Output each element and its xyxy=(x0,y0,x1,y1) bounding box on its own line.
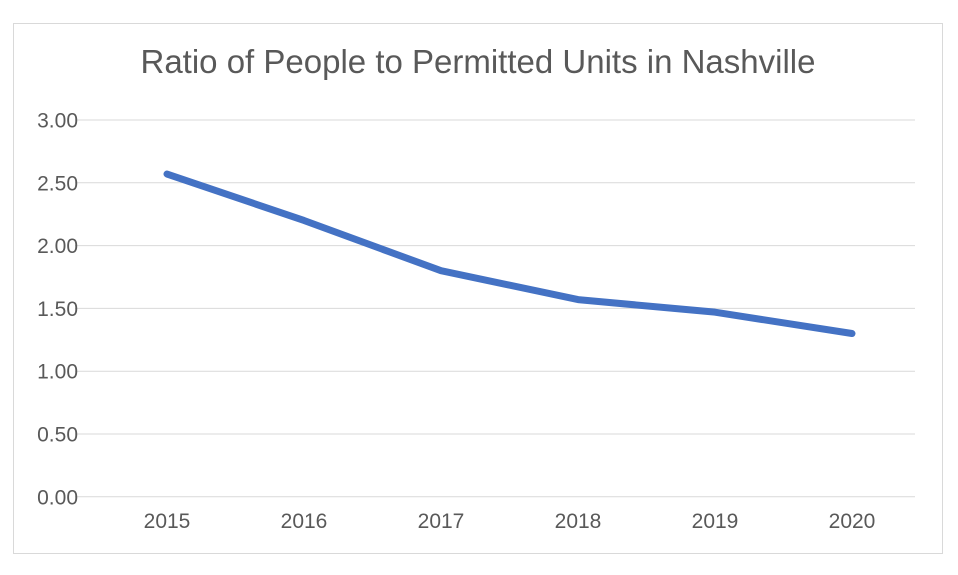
line-chart-plot-area: 3.00 2.50 2.00 1.50 1.00 0.50 0.00 2015 2016 2017… xyxy=(37,110,915,533)
y-axis-tick-label: 1.00 xyxy=(37,361,78,384)
y-axis-tick-label: 0.50 xyxy=(37,424,78,447)
y-axis-tick-label: 2.00 xyxy=(37,235,78,258)
x-axis-tick-label: 2020 xyxy=(829,510,876,533)
x-axis-tick-label: 2019 xyxy=(692,510,739,533)
chart-frame: Ratio of People to Permitted Units in Na… xyxy=(13,23,943,554)
y-axis-tick-label: 3.00 xyxy=(37,110,78,133)
y-axis-tick-label: 2.50 xyxy=(37,172,78,195)
ratio-data-line xyxy=(163,170,856,338)
chart-title: Ratio of People to Permitted Units in Na… xyxy=(140,43,816,80)
y-axis-tick-label: 0.00 xyxy=(37,486,78,509)
x-axis-tick-label: 2016 xyxy=(281,510,328,533)
x-axis-tick-label: 2015 xyxy=(144,510,191,533)
y-axis-tick-label: 1.50 xyxy=(37,298,78,321)
x-axis-tick-label: 2018 xyxy=(555,510,602,533)
x-axis-tick-label: 2017 xyxy=(418,510,465,533)
